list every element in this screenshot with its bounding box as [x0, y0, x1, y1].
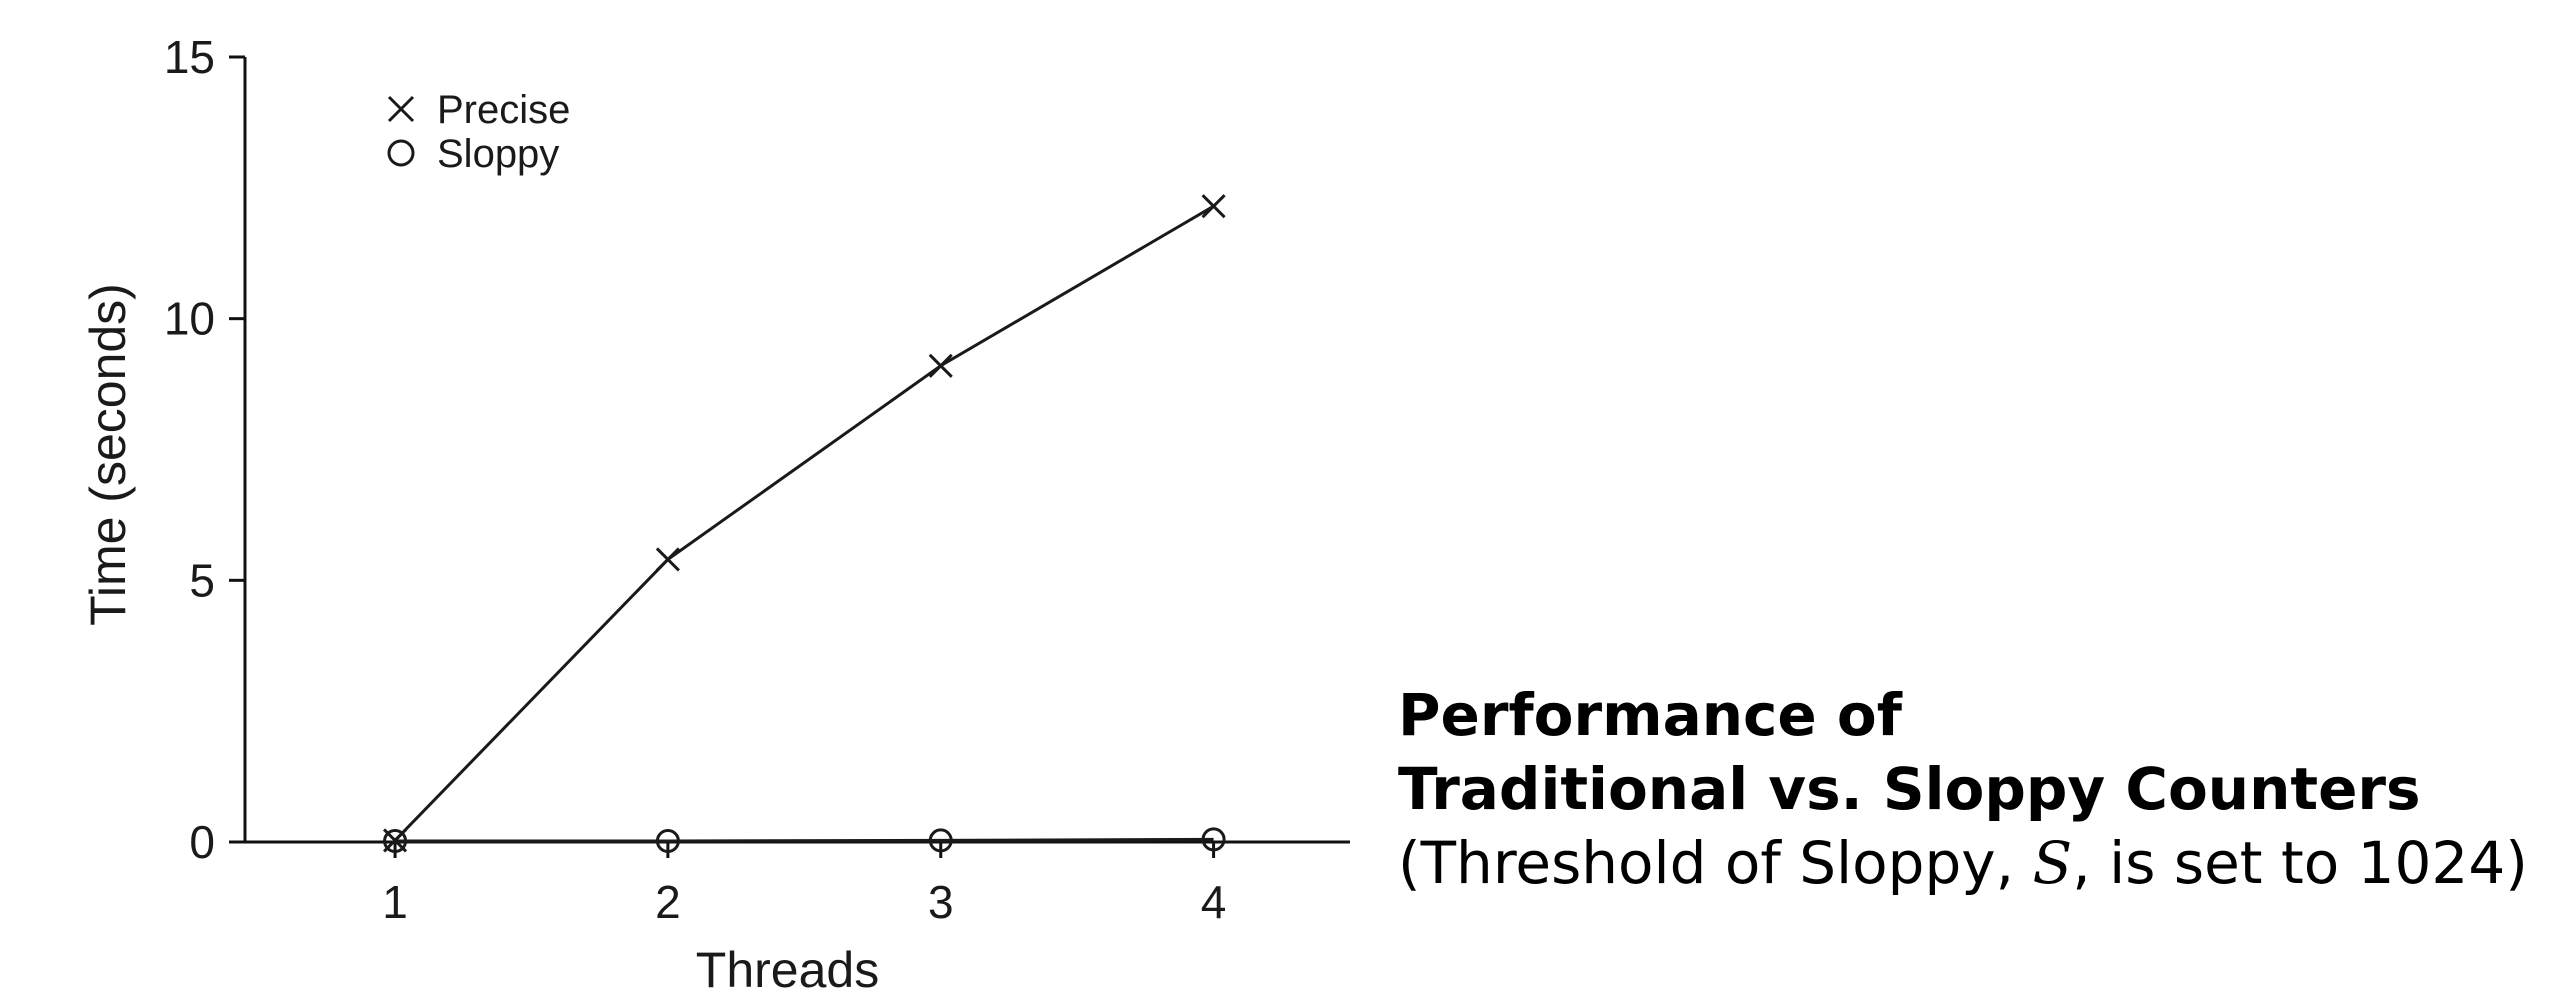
y-axis-label: Time (seconds) [80, 283, 136, 626]
x-tick-label: 3 [928, 876, 954, 928]
caption-line-3: (Threshold of Sloppy, S, is set to 1024) [1398, 826, 2528, 900]
y-tick-label: 15 [164, 31, 215, 83]
data-point-x-marker [655, 547, 680, 572]
data-point-x-marker [928, 353, 953, 378]
legend-label-sloppy: Sloppy [437, 132, 559, 176]
y-tick-label: 5 [189, 554, 215, 606]
x-axis-label: Threads [696, 942, 879, 998]
data-point-circle-marker [655, 828, 680, 853]
y-tick-label: 0 [189, 816, 215, 868]
series-sloppy [383, 827, 1226, 853]
y-tick-label: 10 [164, 293, 215, 345]
caption-line-2: Traditional vs. Sloppy Counters [1398, 755, 2421, 823]
chart-axes [243, 57, 1350, 844]
data-point-circle-marker [1201, 827, 1226, 852]
x-tick-label: 1 [382, 876, 408, 928]
series-line-precise [393, 204, 1215, 842]
figure-caption: Performance of Traditional vs. Sloppy Co… [1398, 678, 2528, 900]
caption-line-1: Performance of [1398, 681, 1902, 749]
data-point-circle-marker [928, 828, 953, 853]
caption-variable-s: S [2032, 829, 2073, 897]
series-precise [383, 194, 1226, 853]
legend-circle-marker [387, 139, 415, 167]
data-point-x-marker [1201, 194, 1226, 219]
caption-line-3-suffix: , is set to 1024) [2072, 829, 2528, 897]
series-line-sloppy [395, 837, 1214, 843]
x-tick-label: 4 [1201, 876, 1227, 928]
x-tick-label: 2 [655, 876, 681, 928]
chart-series [383, 194, 1226, 853]
data-point-circle-marker [383, 828, 408, 853]
legend-x-marker [387, 95, 415, 123]
legend-label-precise: Precise [437, 88, 570, 132]
caption-line-3-prefix: (Threshold of Sloppy, [1398, 829, 2033, 897]
chart-ticks: 0 5 10 15 1 2 3 4 [164, 31, 1227, 928]
